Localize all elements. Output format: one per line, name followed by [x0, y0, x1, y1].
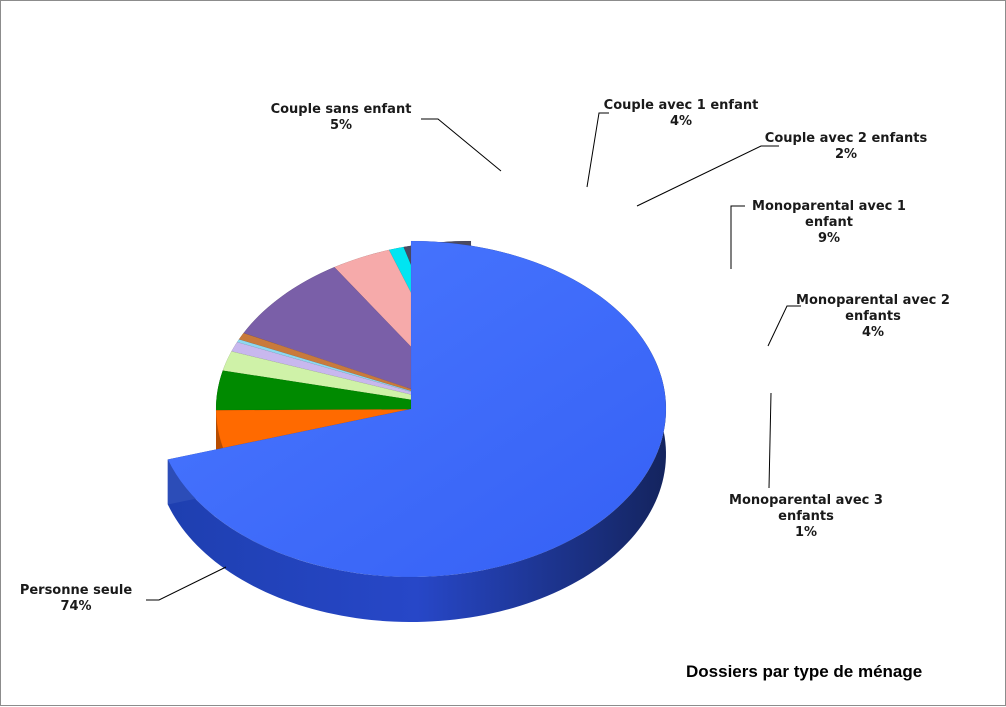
slice-label-line: Couple avec 1 enfant: [604, 98, 759, 113]
leader-line-mono-1: [730, 205, 745, 269]
leader-line-mono-3: [768, 392, 772, 489]
slice-label-couple-2: Couple avec 2 enfants 2%: [765, 131, 928, 162]
slice-label-line: Couple avec 2 enfants: [765, 131, 928, 146]
slice-label-line: Monoparental avec 2: [796, 293, 950, 308]
slice-label-line: 4%: [862, 325, 884, 340]
slice-label-mono-2: Monoparental avec 2 enfants 4%: [796, 293, 950, 340]
slices-layer: [167, 240, 667, 622]
slice-label-line: Monoparental avec 1: [752, 199, 906, 214]
leader-line-personne: [146, 566, 227, 601]
slice-label-line: enfants: [778, 509, 834, 524]
slice-label-line: enfant: [805, 215, 853, 230]
leader-lines: [146, 112, 801, 601]
slice-label-mono-3: Monoparental avec 3 enfants 1%: [729, 493, 883, 540]
leader-line-couple-2: [636, 145, 779, 207]
chart-title: Dossiers par type de ménage: [686, 662, 922, 681]
slice-label-couple-sans: Couple sans enfant 5%: [271, 102, 412, 133]
leader-line-couple-sans: [421, 118, 502, 172]
slice-label-line: 74%: [60, 599, 91, 614]
slice-label-line: 1%: [795, 525, 817, 540]
slice-label-line: Personne seule: [20, 583, 133, 598]
labels-layer: Couple sans enfant 5% Couple avec 1 enfant…: [20, 98, 950, 614]
slice-label-personne: Personne seule 74%: [20, 583, 133, 614]
slice-label-line: 4%: [670, 114, 692, 129]
leader-line-mono-2: [767, 305, 801, 347]
pie-slice-0: [167, 240, 667, 622]
leader-line-couple-1: [586, 112, 609, 188]
slice-label-line: 2%: [835, 147, 857, 162]
slice-label-line: 9%: [818, 231, 840, 246]
slice-label-line: Couple sans enfant: [271, 102, 412, 117]
slice-label-mono-1: Monoparental avec 1 enfant 9%: [752, 199, 906, 246]
slice-label-line: enfants: [845, 309, 901, 324]
slice-label-line: Monoparental avec 3: [729, 493, 883, 508]
slice-label-line: 5%: [330, 118, 352, 133]
slice-label-couple-1: Couple avec 1 enfant 4%: [604, 98, 759, 129]
